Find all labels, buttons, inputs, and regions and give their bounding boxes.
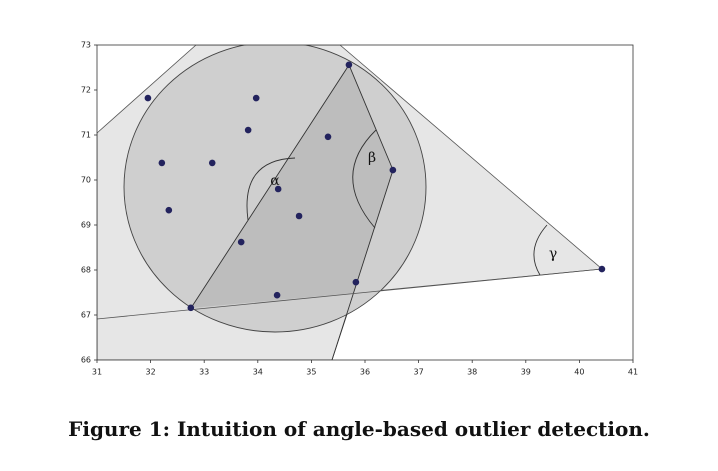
y-tick-label: 70 bbox=[81, 176, 91, 185]
y-tick-label: 71 bbox=[81, 131, 91, 140]
point bbox=[244, 126, 252, 134]
point bbox=[252, 94, 260, 102]
x-tick-label: 35 bbox=[306, 368, 316, 377]
point bbox=[187, 304, 195, 312]
y-tick-label: 66 bbox=[81, 356, 91, 365]
gamma-arc bbox=[533, 224, 548, 276]
angle-lines bbox=[190, 64, 394, 360]
point bbox=[389, 166, 397, 174]
point bbox=[274, 185, 282, 193]
angle-label: β bbox=[368, 150, 376, 166]
y-tick-label: 68 bbox=[81, 266, 91, 275]
inner-region bbox=[191, 65, 393, 308]
x-tick-label: 32 bbox=[146, 368, 156, 377]
y-tick-label: 73 bbox=[81, 41, 91, 50]
x-tick-label: 31 bbox=[92, 368, 102, 377]
beta-arc bbox=[352, 129, 377, 229]
point bbox=[295, 212, 303, 220]
x-tick-label: 41 bbox=[628, 368, 638, 377]
geometry bbox=[97, 45, 603, 360]
x-tick-label: 36 bbox=[360, 368, 370, 377]
point bbox=[208, 159, 216, 167]
point bbox=[158, 159, 166, 167]
angle-label: γ bbox=[549, 246, 557, 262]
angle-line bbox=[97, 268, 603, 320]
point bbox=[144, 94, 152, 102]
x-tick-label: 37 bbox=[414, 368, 424, 377]
y-tick-label: 69 bbox=[81, 221, 91, 230]
point bbox=[237, 238, 245, 246]
y-tick-label: 72 bbox=[81, 86, 91, 95]
point bbox=[598, 265, 606, 273]
x-tick-label: 38 bbox=[467, 368, 477, 377]
x-tick-label: 33 bbox=[199, 368, 209, 377]
x-tick-label: 39 bbox=[521, 368, 531, 377]
point bbox=[273, 291, 281, 299]
caption: Figure 1: Intuition of angle-based outli… bbox=[68, 417, 650, 441]
alpha-arc bbox=[246, 157, 296, 221]
point bbox=[345, 61, 353, 69]
point bbox=[165, 206, 173, 214]
x-tick-label: 40 bbox=[574, 368, 584, 377]
point bbox=[352, 278, 360, 286]
y-tick-label: 67 bbox=[81, 311, 91, 320]
point bbox=[324, 133, 332, 141]
angle-label: α bbox=[270, 173, 280, 189]
x-tick-label: 34 bbox=[253, 368, 263, 377]
